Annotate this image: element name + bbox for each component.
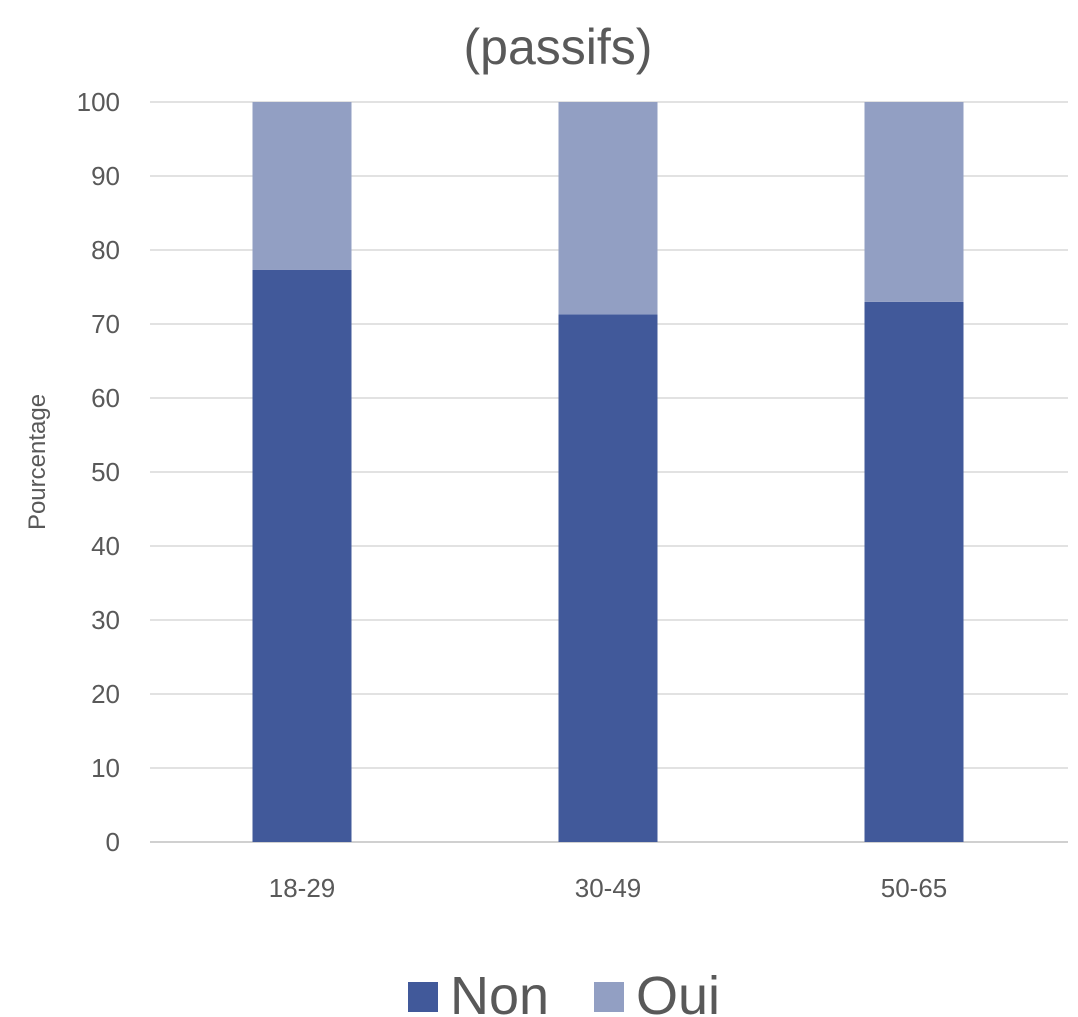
bars xyxy=(252,102,964,843)
y-tick-label: 60 xyxy=(91,383,120,413)
y-tick-label: 50 xyxy=(91,457,120,487)
bar-non-50-65 xyxy=(864,301,964,842)
bar-oui-30-49 xyxy=(558,102,658,315)
legend-swatch-non xyxy=(408,982,438,1012)
y-tick-label: 80 xyxy=(91,235,120,265)
x-axis-ticks: 18-29 30-49 50-65 xyxy=(269,873,948,903)
bar-non-30-49 xyxy=(558,314,658,842)
y-tick-label: 30 xyxy=(91,605,120,635)
legend-label-non: Non xyxy=(450,966,549,1017)
bar-oui-50-65 xyxy=(864,102,964,302)
y-tick-label: 100 xyxy=(77,87,120,117)
legend: Non Oui xyxy=(408,966,720,1017)
legend-swatch-oui xyxy=(594,982,624,1012)
x-tick-label: 30-49 xyxy=(575,873,642,903)
y-tick-label: 90 xyxy=(91,161,120,191)
y-tick-label: 20 xyxy=(91,679,120,709)
y-tick-label: 40 xyxy=(91,531,120,561)
x-tick-label: 50-65 xyxy=(881,873,948,903)
legend-label-oui: Oui xyxy=(636,966,720,1017)
bar-non-18-29 xyxy=(252,269,352,843)
y-tick-label: 10 xyxy=(91,753,120,783)
bar-oui-18-29 xyxy=(252,102,352,270)
chart-title: (passifs) xyxy=(464,19,653,75)
y-tick-label: 0 xyxy=(106,827,120,857)
y-tick-label: 70 xyxy=(91,309,120,339)
y-axis-label: Pourcentage xyxy=(24,394,51,530)
y-axis-ticks: 0 10 20 30 40 50 60 70 80 90 100 xyxy=(77,87,120,857)
x-tick-label: 18-29 xyxy=(269,873,336,903)
